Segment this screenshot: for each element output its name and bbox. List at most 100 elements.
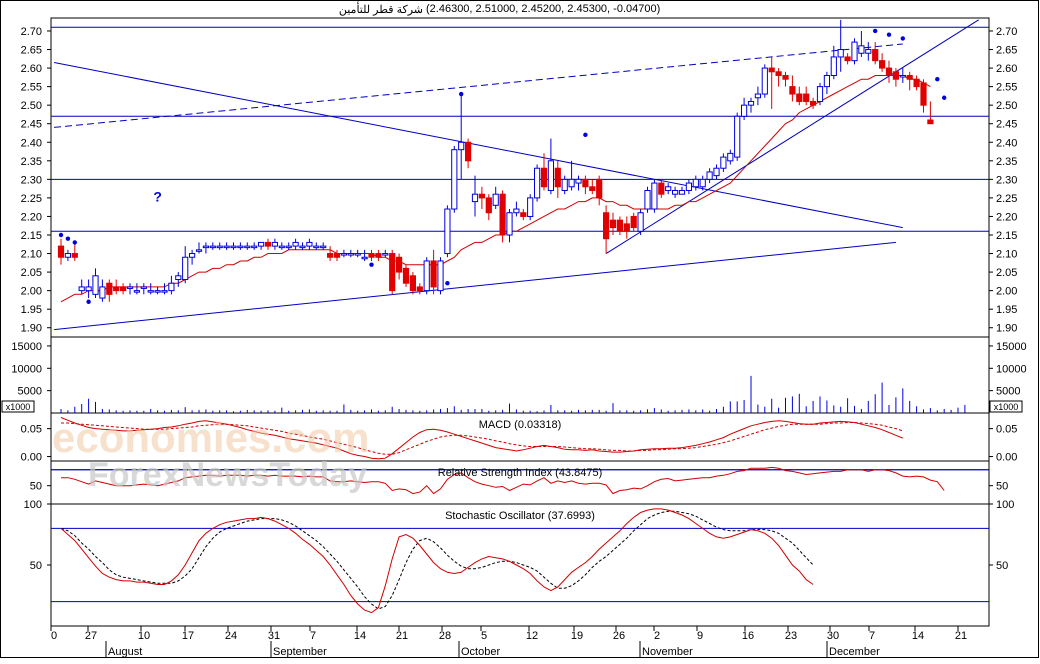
price-tick-label-right: 2.50 [996,100,1017,112]
candle-body-up [858,45,865,54]
signal-marker-down [86,299,91,304]
price-tick-label-left: 2.55 [21,82,42,94]
volume-unit-label-right: x1000 [994,402,1019,412]
candle-body-up [644,189,651,210]
candle-body-up [168,282,175,292]
candle-body-down [885,67,893,76]
stochastic-d-line [60,510,814,610]
candle-body-up [354,253,361,256]
price-tick-label-left: 2.70 [21,26,42,38]
candle-body-up [195,249,203,252]
price-tick-label-left: 2.05 [21,267,42,279]
candle-body-up [692,178,699,188]
price-tick-label-left: 2.45 [21,119,42,131]
candle-body-down [596,178,603,199]
stochastic-k-line [60,508,814,614]
candle-body-up [382,253,389,256]
month-label: October [461,646,500,658]
candle-body-up [99,286,106,299]
signal-marker-up [459,91,464,97]
price-tick-label-right: 2.20 [996,211,1017,223]
candle-body-down [630,215,637,229]
candle-body-down [623,223,630,232]
rsi-line [61,466,945,495]
candle-body-up [534,167,541,199]
candle-body-down [478,193,485,199]
watermark-economies: economies.com [52,414,370,461]
price-tick-label-left: 2.25 [21,193,42,205]
volume-unit-box-left [1,400,35,413]
price-tick-label-right: 2.25 [996,193,1017,205]
question-mark-annotation: ? [153,189,162,205]
candle-body-up [713,167,720,177]
price-tick-label-right: 2.30 [996,174,1017,186]
candle-body-up [665,186,672,191]
x-tick-label: 24 [225,630,237,642]
candle-body-up [851,41,858,62]
indicator-tick-label-right: 100 [996,499,1014,511]
candle-body-up [547,160,554,191]
price-tick-label-left: 2.20 [21,211,42,223]
candle-body-up [761,67,768,95]
candle-body-up [244,245,251,249]
candle-body-up [727,152,734,162]
price-tick-label-left: 2.30 [21,174,42,186]
month-label: August [108,646,142,658]
price-tick-label-right: 1.90 [996,323,1017,335]
candle-body-up [85,286,92,292]
candle-body-up [678,189,686,195]
candle-body-down [589,186,596,191]
candle-body-up [133,290,141,293]
indicator-title: Relative Strength Index (43.8475) [438,467,603,479]
x-tick-label: 21 [955,630,967,642]
price-tick-label-left: 2.10 [21,249,42,261]
x-tick-label: 7 [310,630,316,642]
candle-body-up [492,193,499,206]
candle-body-down [609,219,617,229]
indicator-tick-label-right: 50 [996,560,1008,572]
volume-tick-label-right: 10000 [996,363,1027,375]
candle-body-down [782,74,789,80]
candle-body-down [927,119,934,125]
candle-body-up [506,212,513,236]
candle-body-up [513,208,520,214]
signal-marker-up [900,36,905,41]
x-tick-label: 7 [869,630,875,642]
price-tick-label-right: 2.00 [996,286,1017,298]
month-label: December [829,646,880,658]
indicator-tick-label-left: 0.00 [21,452,42,464]
indicator-tick-label-right: 0.00 [996,452,1017,464]
candle-body-up [278,245,285,249]
volume-tick-label-right: 15000 [996,341,1027,353]
x-tick-label: 14 [354,630,366,642]
candle-body-up [734,115,741,158]
price-tick-label-right: 2.05 [996,267,1017,279]
x-tick-label: 17 [182,630,194,642]
price-trend-line [605,19,979,254]
candle-body-down [892,71,899,80]
panel-frame-0 [50,17,990,338]
indicator-tick-label-right: 0.05 [996,424,1017,436]
price-tick-label-left: 2.15 [21,230,42,242]
month-label: November [642,646,693,658]
candle-body-up [320,245,327,249]
indicator-title: Stochastic Oscillator (37.6993) [445,510,595,522]
candle-body-up [451,149,458,210]
price-trend-line [54,241,896,331]
indicator-tick-label-left: 50 [30,560,42,572]
candle-body-down [106,282,113,295]
candle-body-up [340,253,347,256]
candle-body-up [285,245,292,249]
candle-body-down [872,49,879,62]
x-tick-label: 14 [912,630,924,642]
price-tick-label-left: 2.60 [21,63,42,75]
price-tick-label-left: 2.50 [21,100,42,112]
candle-body-up [92,275,99,295]
candle-body-up [258,241,265,247]
candle-body-up [140,286,147,289]
price-tick-label-right: 2.45 [996,119,1017,131]
candle-body-up [437,260,444,292]
signal-marker-up [583,132,588,138]
candle-body-up [823,74,830,88]
